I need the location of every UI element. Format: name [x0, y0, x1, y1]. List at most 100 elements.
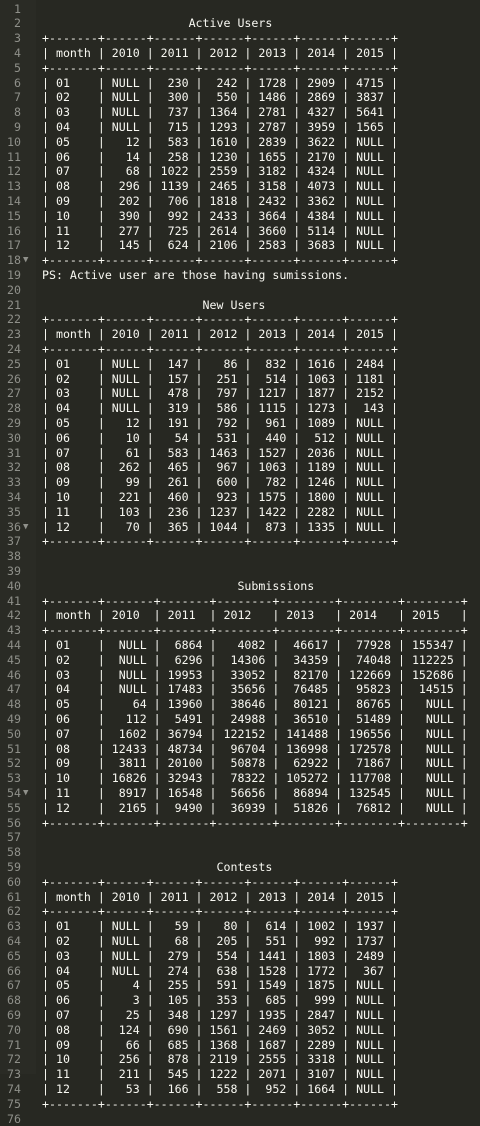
- line-number: 62: [0, 904, 21, 919]
- editor-line[interactable]: 18▼+-------+------+------+------+------+…: [0, 253, 480, 268]
- editor-line[interactable]: 52| 09 | 3811 | 20100 | 50878 | 62922 | …: [0, 756, 480, 771]
- editor-line[interactable]: 32| 08 | 262 | 465 | 967 | 1063 | 1189 |…: [0, 460, 480, 475]
- editor-line[interactable]: 36▼| 12 | 70 | 365 | 1044 | 873 | 1335 |…: [0, 520, 480, 535]
- editor-line[interactable]: 4| month | 2010 | 2011 | 2012 | 2013 | 2…: [0, 46, 480, 61]
- editor-line[interactable]: 12| 07 | 68 | 1022 | 2559 | 3182 | 4324 …: [0, 164, 480, 179]
- editor-line[interactable]: 35| 11 | 103 | 236 | 1237 | 1422 | 2282 …: [0, 505, 480, 520]
- editor-line[interactable]: 25| 01 | NULL | 147 | 86 | 832 | 1616 | …: [0, 357, 480, 372]
- editor-line[interactable]: 5+-------+------+------+------+------+--…: [0, 61, 480, 76]
- editor-line[interactable]: 73| 11 | 211 | 545 | 1222 | 2071 | 3107 …: [0, 1067, 480, 1082]
- editor-line[interactable]: 48| 05 | 64 | 13960 | 38646 | 80121 | 86…: [0, 697, 480, 712]
- editor-line[interactable]: 72| 10 | 256 | 878 | 2119 | 2555 | 3318 …: [0, 1052, 480, 1067]
- editor-line[interactable]: 28| 04 | NULL | 319 | 586 | 1115 | 1273 …: [0, 401, 480, 416]
- editor-line[interactable]: 41+-------+-------+-------+--------+----…: [0, 594, 480, 609]
- line-number: 29: [0, 416, 21, 431]
- line-number: 23: [0, 327, 21, 342]
- editor-line[interactable]: 21 New Users: [0, 298, 480, 313]
- line-text: | 04 | NULL | 319 | 586 | 1115 | 1273 | …: [42, 401, 398, 416]
- editor-line[interactable]: 26| 02 | NULL | 157 | 251 | 514 | 1063 |…: [0, 372, 480, 387]
- editor-line[interactable]: 50| 07 | 1602 | 36794 | 122152 | 141488 …: [0, 727, 480, 742]
- editor-line[interactable]: 61| month | 2010 | 2011 | 2012 | 2013 | …: [0, 890, 480, 905]
- editor-line[interactable]: 31| 07 | 61 | 583 | 1463 | 1527 | 2036 |…: [0, 446, 480, 461]
- editor-line[interactable]: 11| 06 | 14 | 258 | 1230 | 1655 | 2170 |…: [0, 150, 480, 165]
- editor-line[interactable]: 66| 04 | NULL | 274 | 638 | 1528 | 1772 …: [0, 964, 480, 979]
- line-text: Contests: [42, 860, 272, 875]
- editor-line[interactable]: 45| 02 | NULL | 6296 | 14306 | 34359 | 7…: [0, 653, 480, 668]
- editor-line[interactable]: 51| 08 | 12433 | 48734 | 96704 | 136998 …: [0, 742, 480, 757]
- editor-line[interactable]: 69| 07 | 25 | 348 | 1297 | 1935 | 2847 |…: [0, 1008, 480, 1023]
- editor-line[interactable]: 42| month | 2010 | 2011 | 2012 | 2013 | …: [0, 608, 480, 623]
- line-number: 75: [0, 1097, 21, 1112]
- editor-line[interactable]: 76: [0, 1112, 480, 1126]
- editor-line[interactable]: 33| 09 | 99 | 261 | 600 | 782 | 1246 | N…: [0, 475, 480, 490]
- editor-line[interactable]: 1: [0, 2, 480, 17]
- editor-line[interactable]: 49| 06 | 112 | 5491 | 24988 | 36510 | 51…: [0, 712, 480, 727]
- editor-line[interactable]: 38: [0, 549, 480, 564]
- editor-line[interactable]: 29| 05 | 12 | 191 | 792 | 961 | 1089 | N…: [0, 416, 480, 431]
- editor-line[interactable]: 16| 11 | 277 | 725 | 2614 | 3660 | 5114 …: [0, 224, 480, 239]
- editor-line[interactable]: 47| 04 | NULL | 17483 | 35656 | 76485 | …: [0, 682, 480, 697]
- line-text: | month | 2010 | 2011 | 2012 | 2013 | 20…: [42, 327, 398, 342]
- line-number: 64: [0, 934, 21, 949]
- editor-line[interactable]: 13| 08 | 296 | 1139 | 2465 | 3158 | 4073…: [0, 179, 480, 194]
- editor-line[interactable]: 14| 09 | 202 | 706 | 1818 | 2432 | 3362 …: [0, 194, 480, 209]
- editor-line[interactable]: 59 Contests: [0, 860, 480, 875]
- editor-line[interactable]: 60+-------+------+------+------+------+-…: [0, 875, 480, 890]
- editor-line[interactable]: 62+-------+------+------+------+------+-…: [0, 904, 480, 919]
- line-number: 30: [0, 431, 21, 446]
- editor-line[interactable]: 37+-------+------+------+------+------+-…: [0, 534, 480, 549]
- editor-line[interactable]: 9| 04 | NULL | 715 | 1293 | 2787 | 3959 …: [0, 120, 480, 135]
- editor-line[interactable]: 6| 01 | NULL | 230 | 242 | 1728 | 2909 |…: [0, 76, 480, 91]
- editor-line[interactable]: 58: [0, 845, 480, 860]
- editor-line[interactable]: 56+-------+-------+-------+--------+----…: [0, 816, 480, 831]
- fold-arrow-icon[interactable]: ▼: [23, 253, 28, 268]
- line-number: 67: [0, 978, 21, 993]
- editor-line[interactable]: 39: [0, 564, 480, 579]
- line-number: 26: [0, 372, 21, 387]
- editor-line[interactable]: 23 | month | 2010 | 2011 | 2012 | 2013 | …: [0, 327, 480, 342]
- editor-line[interactable]: 64| 02 | NULL | 68 | 205 | 551 | 992 | 1…: [0, 934, 480, 949]
- editor-line[interactable]: 7| 02 | NULL | 300 | 550 | 1486 | 2869 |…: [0, 90, 480, 105]
- editor-line[interactable]: 53| 10 | 16826 | 32943 | 78322 | 105272 …: [0, 771, 480, 786]
- editor-line[interactable]: 68| 06 | 3 | 105 | 353 | 685 | 999 | NUL…: [0, 993, 480, 1008]
- line-text: | 06 | 112 | 5491 | 24988 | 36510 | 5148…: [42, 712, 468, 727]
- fold-arrow-icon[interactable]: ▼: [23, 520, 28, 535]
- editor-line[interactable]: 20: [0, 283, 480, 298]
- editor-line[interactable]: 54▼| 11 | 8917 | 16548 | 56656 | 86894 |…: [0, 786, 480, 801]
- editor-line[interactable]: 44| 01 | NULL | 6864 | 4082 | 46617 | 77…: [0, 638, 480, 653]
- editor-line[interactable]: 3+-------+------+------+------+------+--…: [0, 31, 480, 46]
- editor-line[interactable]: 75+-------+------+------+------+------+-…: [0, 1097, 480, 1112]
- editor-line[interactable]: 8| 03 | NULL | 737 | 1364 | 2781 | 4327 …: [0, 105, 480, 120]
- editor-line[interactable]: 67| 05 | 4 | 255 | 591 | 1549 | 1875 | N…: [0, 978, 480, 993]
- editor-line[interactable]: 17| 12 | 145 | 624 | 2106 | 2583 | 3683 …: [0, 238, 480, 253]
- editor-line[interactable]: 34| 10 | 221 | 460 | 923 | 1575 | 1800 |…: [0, 490, 480, 505]
- editor-line[interactable]: 70| 08 | 124 | 690 | 1561 | 2469 | 3052 …: [0, 1023, 480, 1038]
- editor-line[interactable]: 74| 12 | 53 | 166 | 558 | 952 | 1664 | N…: [0, 1082, 480, 1097]
- editor-line[interactable]: 2 Active Users: [0, 16, 480, 31]
- editor-line[interactable]: 55| 12 | 2165 | 9490 | 36939 | 51826 | 7…: [0, 801, 480, 816]
- editor-line[interactable]: 65| 03 | NULL | 279 | 554 | 1441 | 1803 …: [0, 949, 480, 964]
- line-text: | 01 | NULL | 6864 | 4082 | 46617 | 7792…: [42, 638, 468, 653]
- editor-line[interactable]: 40 Submissions: [0, 579, 480, 594]
- fold-arrow-icon[interactable]: ▼: [23, 786, 28, 801]
- editor-line[interactable]: 71| 09 | 66 | 685 | 1368 | 1687 | 2289 |…: [0, 1038, 480, 1053]
- line-text: | 03 | NULL | 478 | 797 | 1217 | 1877 | …: [42, 386, 398, 401]
- editor-line[interactable]: 43+-------+-------+-------+--------+----…: [0, 623, 480, 638]
- line-number: 69: [0, 1008, 21, 1023]
- editor-line[interactable]: 15| 10 | 390 | 992 | 2433 | 3664 | 4384 …: [0, 209, 480, 224]
- editor-line[interactable]: 24+-------+------+------+------+------+-…: [0, 342, 480, 357]
- editor-line[interactable]: 10| 05 | 12 | 583 | 1610 | 2839 | 3622 |…: [0, 135, 480, 150]
- line-number: 32: [0, 460, 21, 475]
- editor-line[interactable]: 46| 03 | NULL | 19953 | 33052 | 82170 | …: [0, 668, 480, 683]
- editor-line[interactable]: 30| 06 | 10 | 54 | 531 | 440 | 512 | NUL…: [0, 431, 480, 446]
- editor-line[interactable]: 27 | 03 | NULL | 478 | 797 | 1217 | 1877 …: [0, 386, 480, 401]
- editor-line[interactable]: 22+-------+------+------+------+------+-…: [0, 312, 480, 327]
- line-text: | 01 | NULL | 147 | 86 | 832 | 1616 | 24…: [42, 357, 398, 372]
- line-number: 27: [0, 386, 21, 401]
- line-text: | 07 | 1602 | 36794 | 122152 | 141488 | …: [42, 727, 468, 742]
- line-text: +-------+------+------+------+------+---…: [42, 61, 398, 76]
- editor-line[interactable]: 57: [0, 830, 480, 845]
- editor-line[interactable]: 63| 01 | NULL | 59 | 80 | 614 | 1002 | 1…: [0, 919, 480, 934]
